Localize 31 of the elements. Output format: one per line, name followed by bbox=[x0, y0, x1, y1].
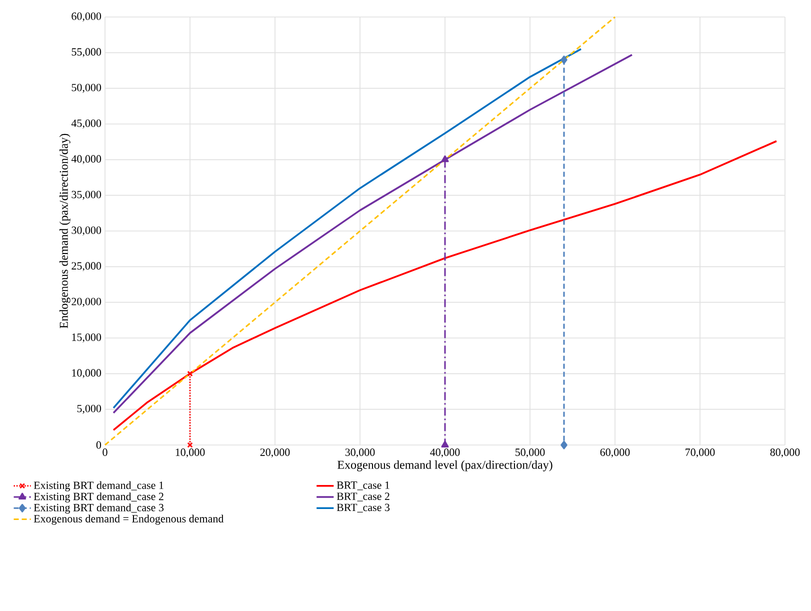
legend-label: BRT_case 3 bbox=[336, 504, 390, 512]
legend-label: Existing BRT demand_case 3 bbox=[34, 504, 164, 514]
x-tick-label: 30,000 bbox=[345, 448, 375, 458]
legend-label: Existing BRT demand_case 1 bbox=[34, 481, 164, 492]
y-tick-label: 60,000 bbox=[72, 12, 102, 22]
x-tick-label: 20,000 bbox=[260, 448, 290, 458]
x-tick-label: 10,000 bbox=[176, 448, 205, 458]
legend-label: BRT_case 2 bbox=[336, 492, 390, 502]
x-tick-label: 0 bbox=[102, 448, 108, 456]
y-tick-label: 5,000 bbox=[77, 404, 102, 414]
legend-label: Existing BRT demand_case 2 bbox=[34, 492, 164, 502]
y-tick-label: 20,000 bbox=[72, 298, 102, 307]
y-tick-label: 10,000 bbox=[72, 369, 102, 378]
x-tick-label: 70,000 bbox=[686, 448, 715, 458]
y-tick-label: 25,000 bbox=[72, 262, 102, 272]
y-tick-label: 15,000 bbox=[72, 334, 102, 343]
y-tick-label: 55,000 bbox=[72, 48, 102, 58]
legend-label: BRT_case 1 bbox=[336, 481, 390, 490]
x-tick-label: 40,000 bbox=[430, 448, 460, 458]
y-tick-label: 40,000 bbox=[71, 155, 102, 164]
legend-label: Exogenous demand = Endogenous demand bbox=[34, 514, 224, 525]
x-tick-label: 80,000 bbox=[770, 448, 800, 458]
y-tick-label: 45,000 bbox=[71, 120, 102, 129]
y-tick-label: 35,000 bbox=[72, 190, 102, 200]
x-tick-label: 60,000 bbox=[600, 448, 630, 458]
x-axis-title: Exogenous demand level (pax/direction/day) bbox=[338, 460, 552, 472]
x-tick-label: 50,000 bbox=[516, 448, 545, 458]
y-axis-title: Endogenous demand (pax/direction/day) bbox=[59, 134, 70, 328]
y-tick-label: 50,000 bbox=[72, 84, 102, 93]
y-tick-label: 30,000 bbox=[72, 226, 102, 236]
y-tick-label: 0 bbox=[96, 441, 102, 449]
